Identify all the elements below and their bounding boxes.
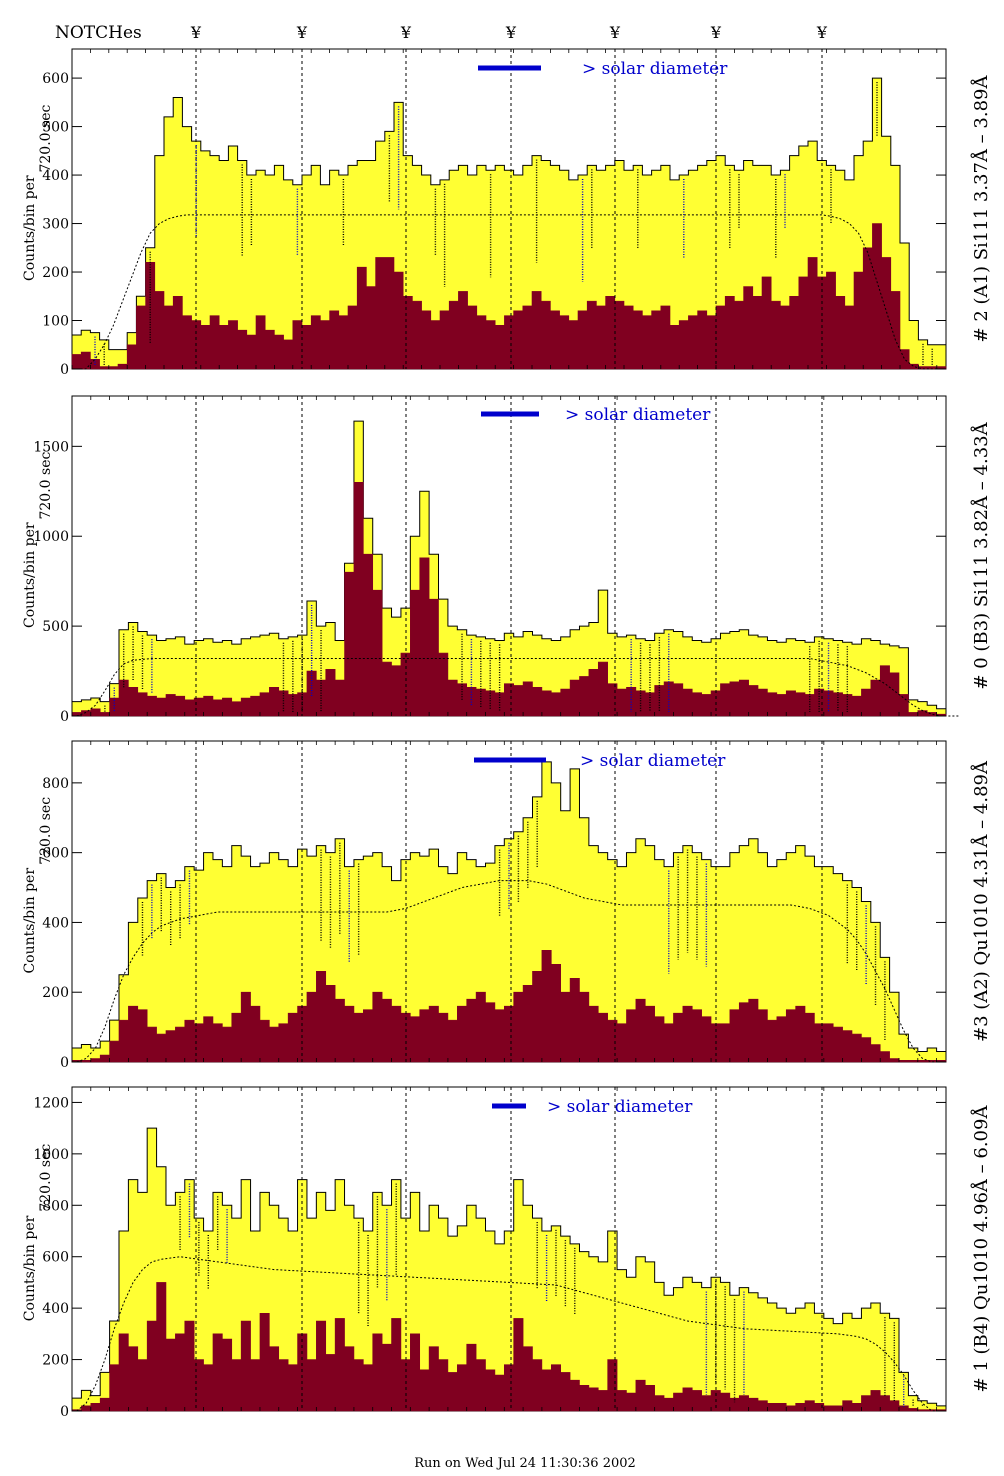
solar-diameter-label: > solar diameter	[547, 1097, 693, 1117]
y-tick-label: 600	[42, 71, 69, 87]
notch-symbol-1: ¥	[190, 23, 202, 42]
y-tick-label: 1500	[33, 439, 69, 455]
notch-symbol-3: ¥	[400, 23, 412, 42]
panel-4: 0 200 400 600 800 1000 1200 Counts/bin per720.0…	[22, 1086, 992, 1420]
y-tick-label: 1000	[33, 529, 69, 545]
y-tick-label: 600	[42, 846, 69, 862]
total-counts-area	[71, 420, 947, 717]
flare-counts-area	[71, 950, 947, 1063]
y-axis-label: Counts/bin per	[22, 868, 38, 974]
y-tick-label: 0	[60, 709, 69, 725]
y-tick-label: 200	[42, 985, 69, 1001]
y-tick-label: 0	[60, 1404, 69, 1420]
flare-counts-area	[71, 1282, 947, 1412]
y-tick-label: 0	[60, 1055, 69, 1071]
y-tick-label: 400	[42, 915, 69, 931]
reference-curve	[76, 214, 942, 370]
notch-symbol-2: ¥	[296, 23, 308, 42]
y-tick-label: 800	[42, 776, 69, 792]
solar-diameter-label: > solar diameter	[565, 405, 711, 425]
y-axis-interval-label: 720.0 sec	[38, 452, 54, 520]
y-axis-label: Counts/bin per	[22, 1215, 38, 1321]
panel-title: # 2 (A1) Si111 3.37Å – 3.89Å	[970, 75, 992, 343]
total-counts-area	[71, 761, 947, 1063]
notch-symbol-6: ¥	[710, 23, 722, 42]
y-tick-label: 800	[42, 1198, 69, 1214]
y-tick-label: 100	[42, 314, 69, 330]
y-axis-label: Counts/bin per	[22, 175, 38, 281]
notch-symbol-7: ¥	[816, 23, 828, 42]
notch-symbols: ¥ ¥ ¥ ¥ ¥ ¥ ¥	[190, 23, 828, 42]
panel-title: # 1 (B4) Qu1010 4.96Å – 6.09Å	[970, 1105, 992, 1393]
reference-curve	[76, 657, 961, 717]
notch-header: NOTCHes ¥ ¥ ¥ ¥ ¥ ¥ ¥	[55, 23, 828, 43]
y-tick-label: 200	[42, 1353, 69, 1369]
y-axis-interval-label: 720.0 sec	[38, 1144, 54, 1212]
y-tick-label: 200	[42, 265, 69, 281]
y-tick-label: 500	[42, 120, 69, 136]
y-tick-label: 1200	[33, 1095, 69, 1111]
flare-counts-area	[71, 481, 947, 717]
y-tick-label: 500	[42, 619, 69, 635]
solar-diameter-label: > solar diameter	[580, 751, 726, 771]
y-tick-label: 1000	[33, 1147, 69, 1163]
run-timestamp: Run on Wed Jul 24 11:30:36 2002	[414, 1456, 636, 1471]
total-counts-area	[71, 1127, 947, 1412]
y-axis-label: Counts/bin per	[22, 522, 38, 628]
y-tick-label: 400	[42, 1301, 69, 1317]
y-tick-label: 400	[42, 168, 69, 184]
notches-label: NOTCHes	[55, 23, 142, 43]
y-axis-interval-label: 720.0 sec	[38, 797, 54, 865]
flare-counts-area	[71, 223, 947, 370]
reference-curve	[76, 1256, 942, 1412]
solar-diameter-label: > solar diameter	[582, 59, 728, 79]
y-tick-label: 600	[42, 1250, 69, 1266]
y-tick-label: 300	[42, 217, 69, 233]
panel-title: # 0 (B3) Si111 3.82Å – 4.33Å	[970, 421, 992, 689]
notch-symbol-5: ¥	[609, 23, 621, 42]
y-axis-interval-label: 720.0 sec	[38, 105, 54, 173]
notch-symbol-4: ¥	[505, 23, 517, 42]
panel-title: #3 (A2) Qu1010 4.31Å – 4.89Å	[970, 760, 992, 1042]
y-tick-label: 0	[60, 362, 69, 378]
